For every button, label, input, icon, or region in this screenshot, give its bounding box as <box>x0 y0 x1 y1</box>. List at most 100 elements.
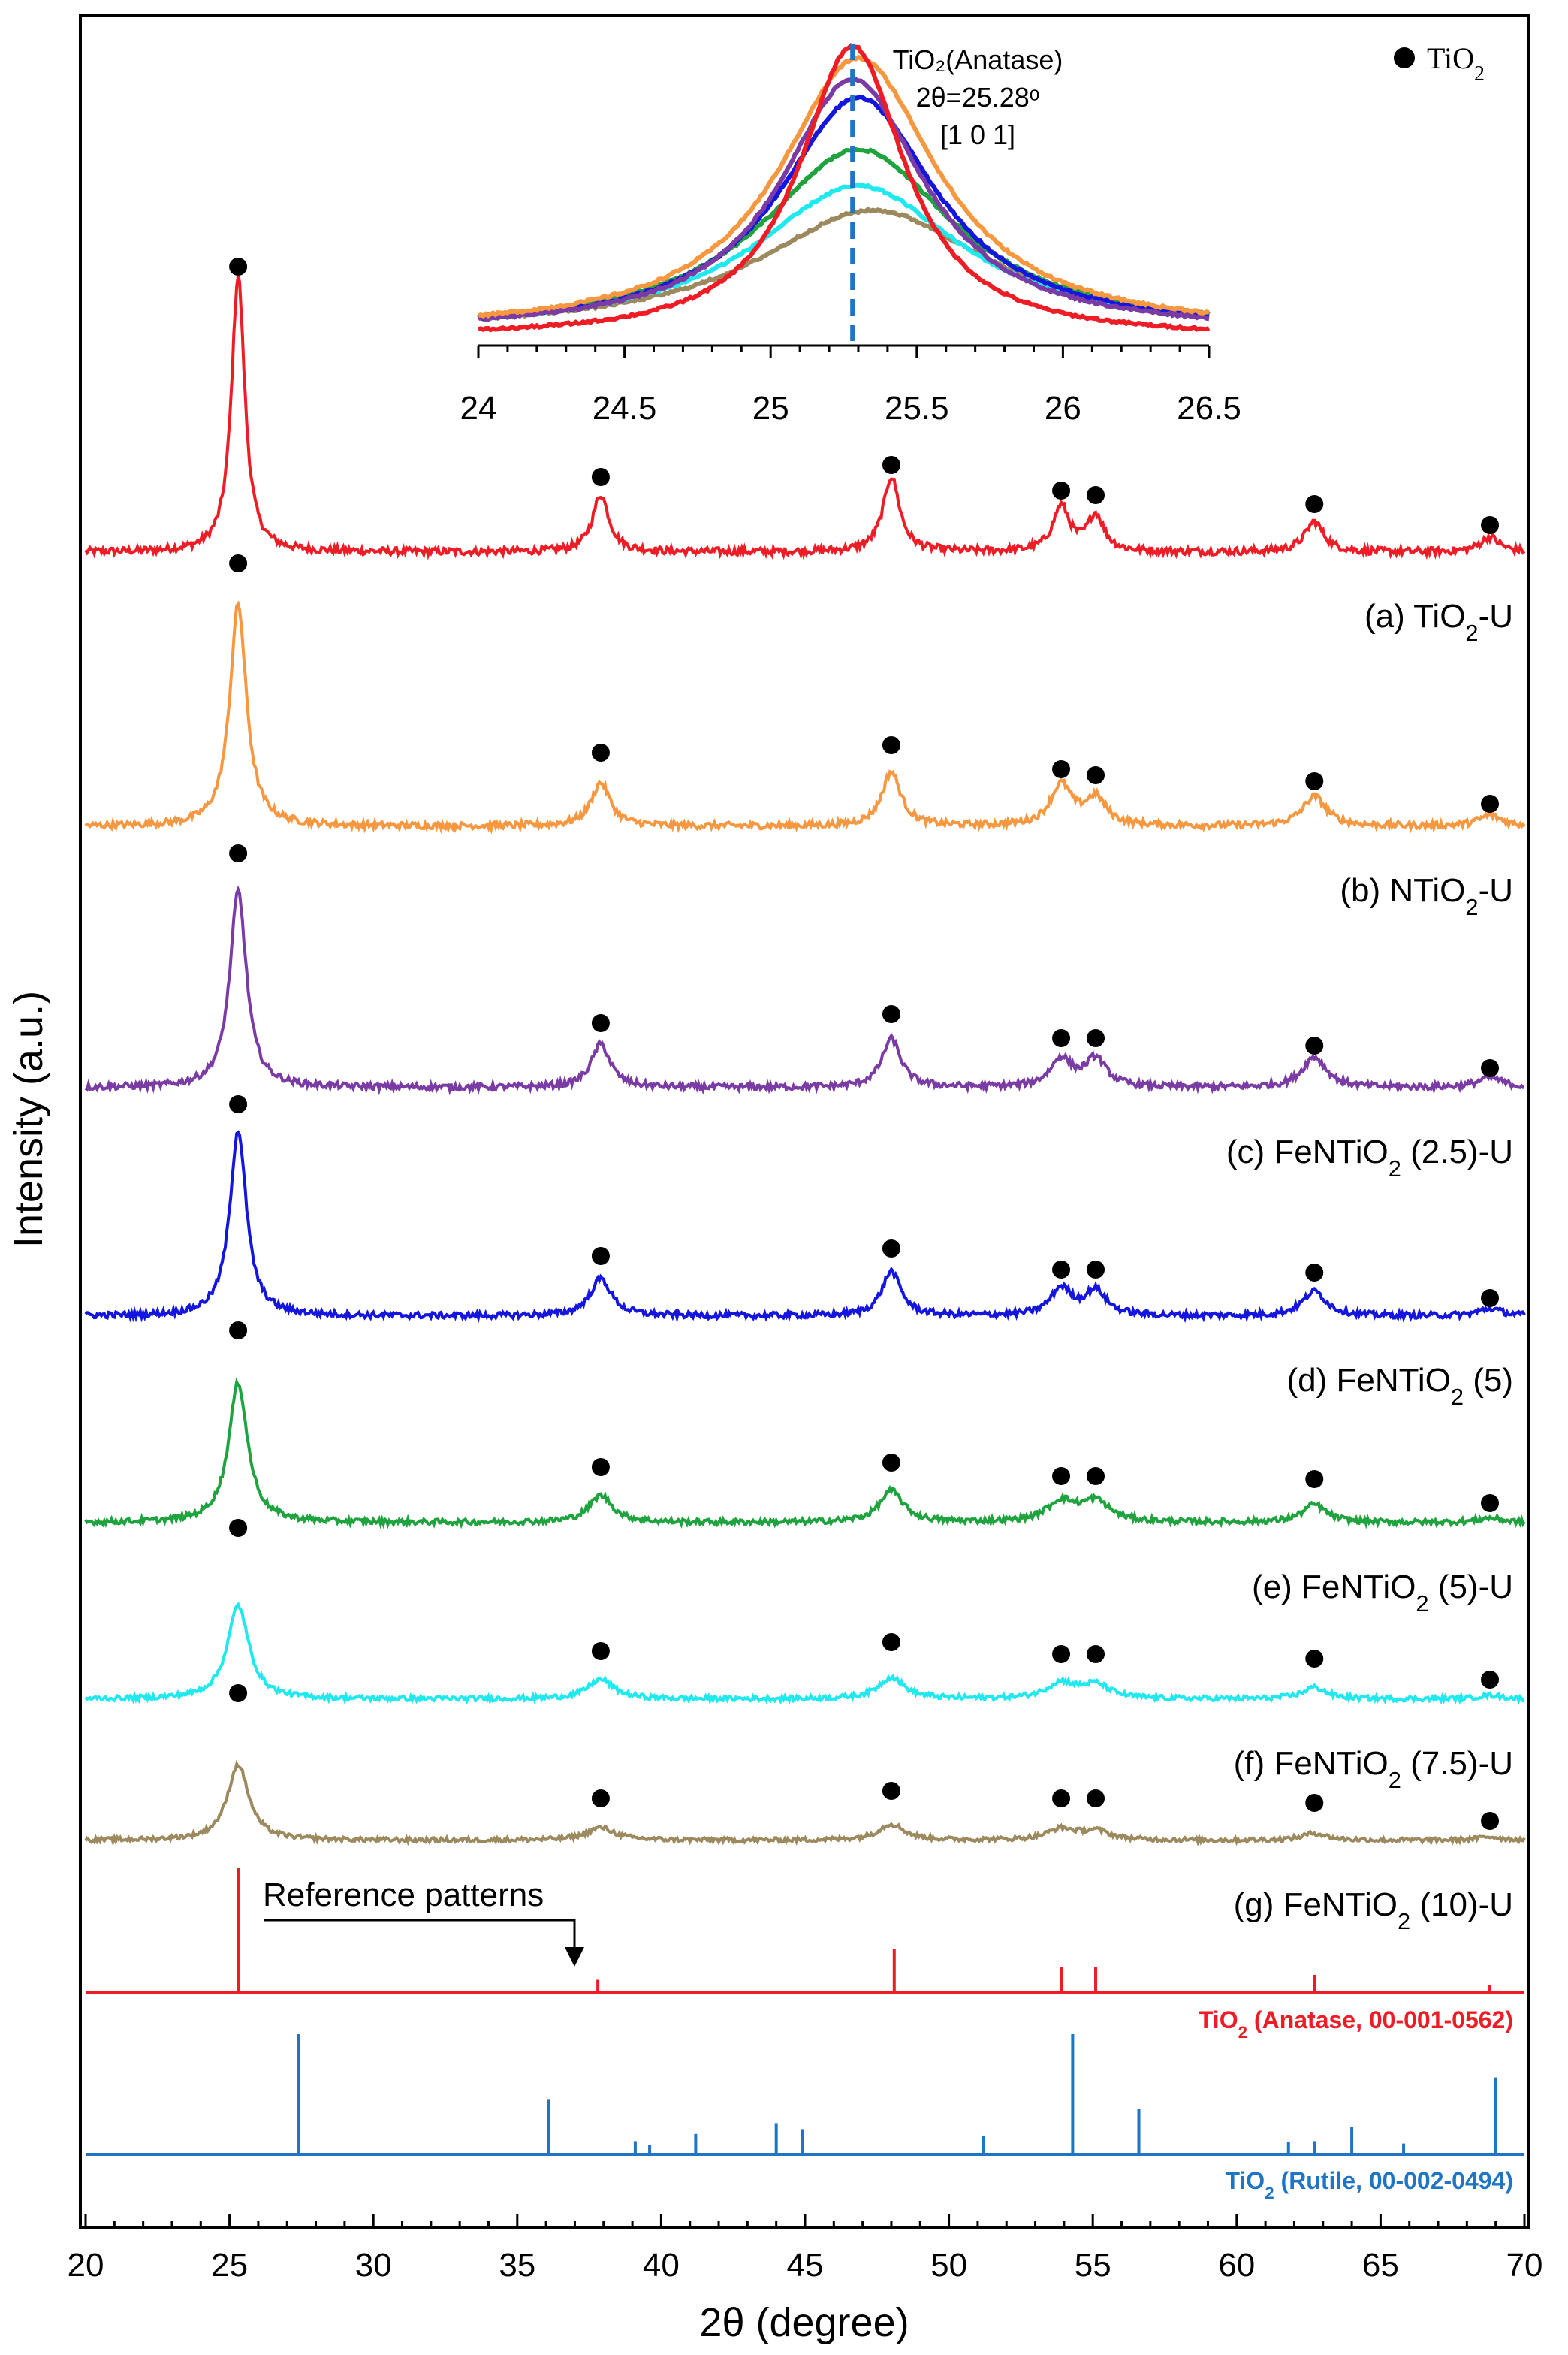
series-label: (f) FeNTiO2 (7.5)-U <box>1234 1745 1513 1793</box>
peak-marker <box>1087 1261 1105 1279</box>
peak-marker <box>1481 1812 1500 1830</box>
peak-marker <box>229 554 248 572</box>
series-label: (c) FeNTiO2 (2.5)-U <box>1226 1134 1513 1182</box>
peak-marker <box>591 1789 610 1807</box>
peak-marker <box>591 1014 610 1032</box>
series-label: (b) NTiO2-U <box>1340 872 1513 920</box>
series-label: (g) FeNTiO2 (10)-U <box>1234 1886 1513 1934</box>
x-tick-label: 65 <box>1362 2247 1399 2284</box>
series-6: (f) FeNTiO2 (7.5)-U <box>84 1519 1526 1793</box>
annotation-arrow-head <box>565 1947 584 1967</box>
peak-marker <box>882 1239 900 1258</box>
inset-curve <box>477 146 1210 320</box>
inset-chart: 24 24.5 25 25.5 26 26.5 TiO₂(Anatase) 2θ=25.28ᵒ… <box>460 43 1241 427</box>
peak-marker <box>1481 1059 1500 1077</box>
peak-marker <box>229 1095 248 1113</box>
reference-annotation: Reference patterns <box>263 1876 584 1967</box>
peak-marker <box>229 1519 248 1537</box>
series-label: (d) FeNTiO2 (5) <box>1286 1362 1513 1410</box>
annotation-arrow-line <box>264 1919 576 1949</box>
x-axis-title: 2θ (degree) <box>699 2300 909 2345</box>
peak-marker <box>1481 1289 1500 1307</box>
plot-area: (a) TiO2-U (b) NTiO2-U (c) FeNTiO2 (2.5)-U… <box>84 258 1526 2203</box>
peak-marker <box>1481 795 1500 813</box>
peak-marker <box>1052 760 1071 778</box>
peak-marker <box>1052 482 1071 500</box>
series-line <box>84 885 1525 1096</box>
x-tick-label: 55 <box>1075 2247 1111 2284</box>
rutile-ref-label: TiO2 (Rutile, 00-002-0494) <box>1225 2167 1513 2203</box>
series-line <box>84 1377 1526 1529</box>
peak-marker <box>1481 516 1500 534</box>
inset-tick-label: 26 <box>1045 390 1081 427</box>
series-line <box>84 1602 1526 1705</box>
legend-label: TiO2 <box>1427 41 1485 86</box>
x-tick-label: 20 <box>68 2247 104 2284</box>
anatase-ref-label: TiO2 (Anatase, 00-001-0562) <box>1199 2006 1513 2042</box>
inset-tick-label: 26.5 <box>1177 390 1241 427</box>
peak-marker <box>591 468 610 486</box>
peak-marker <box>591 1642 610 1660</box>
y-axis-title: Intensity (a.u.) <box>6 991 51 1248</box>
series-label: (a) TiO2-U <box>1364 598 1513 646</box>
x-tick-label: 45 <box>787 2247 824 2284</box>
peak-marker <box>1087 1645 1105 1663</box>
peak-marker <box>882 736 900 754</box>
series-line <box>84 600 1526 835</box>
peak-marker <box>1087 486 1105 504</box>
series-line <box>84 275 1526 561</box>
inset-curve <box>478 77 1210 322</box>
peak-marker <box>591 744 610 762</box>
peak-marker <box>1087 1467 1105 1485</box>
series-5: (e) FeNTiO2 (5)-U <box>84 1321 1526 1617</box>
peak-marker <box>1052 1645 1071 1663</box>
inset-tick-label: 25.5 <box>885 390 949 427</box>
series-2: (b) NTiO2-U <box>84 554 1526 920</box>
peak-marker <box>1087 1029 1105 1047</box>
peak-marker <box>882 1633 900 1651</box>
peak-marker <box>1305 1037 1324 1055</box>
peak-marker <box>1052 1467 1071 1485</box>
peak-marker <box>1052 1261 1071 1279</box>
legend-marker <box>1394 47 1415 68</box>
peak-marker <box>1305 1650 1324 1668</box>
inset-curve <box>478 54 1210 319</box>
peak-marker <box>1305 495 1324 513</box>
series-3: (c) FeNTiO2 (2.5)-U <box>84 844 1525 1182</box>
reference-annotation-text: Reference patterns <box>263 1876 544 1913</box>
peak-marker <box>591 1458 610 1476</box>
legend: TiO2 <box>1394 41 1485 86</box>
peak-marker <box>1087 766 1105 784</box>
series-7: (g) FeNTiO2 (10)-U <box>84 1684 1526 1934</box>
peak-marker <box>229 1684 248 1702</box>
x-tick-label: 50 <box>930 2247 967 2284</box>
peak-marker <box>1052 1029 1071 1047</box>
peak-marker <box>229 258 248 276</box>
peak-marker <box>1481 1494 1500 1512</box>
x-tick-label: 70 <box>1506 2247 1543 2284</box>
inset-curve <box>478 43 1211 333</box>
inset-curve <box>477 94 1210 322</box>
x-tick-label: 30 <box>355 2247 392 2284</box>
peak-marker <box>1087 1789 1105 1807</box>
peak-marker <box>1481 1671 1500 1689</box>
peak-marker <box>1305 1794 1324 1812</box>
x-tick-label: 40 <box>643 2247 680 2284</box>
reference-patterns: TiO2 (Anatase, 00-001-0562) TiO2 (Rutile,… <box>86 1868 1524 2203</box>
series-label: (e) FeNTiO2 (5)-U <box>1252 1568 1513 1617</box>
series-line <box>84 1759 1526 1847</box>
x-axis: 20 25 30 35 40 45 50 55 60 65 70 <box>68 2214 1543 2284</box>
peak-marker <box>1305 772 1324 790</box>
series-line <box>84 1130 1526 1324</box>
x-tick-label: 35 <box>499 2247 535 2284</box>
inset-tick-label: 24 <box>460 390 497 427</box>
x-tick-label: 25 <box>211 2247 248 2284</box>
peak-marker <box>1052 1789 1071 1807</box>
inset-tick-label: 25 <box>752 390 789 427</box>
x-tick-label: 60 <box>1218 2247 1255 2284</box>
peak-marker <box>229 1321 248 1339</box>
peak-marker <box>882 1782 900 1800</box>
inset-annotation: TiO₂(Anatase) <box>893 44 1063 75</box>
peak-marker <box>882 1005 900 1023</box>
